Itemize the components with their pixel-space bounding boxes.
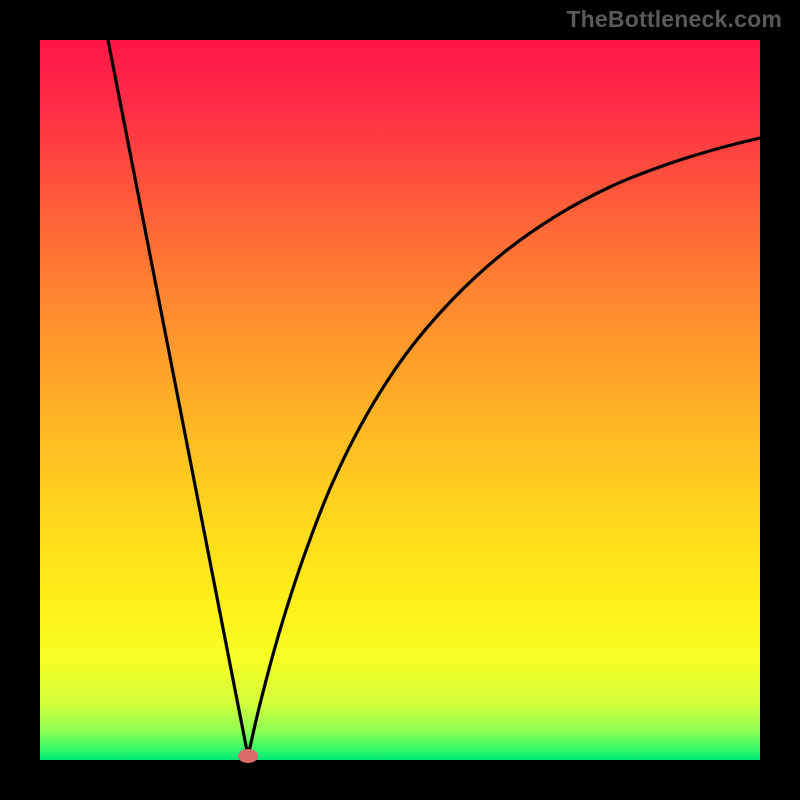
minimum-marker <box>238 749 258 763</box>
plot-area <box>40 40 760 760</box>
watermark-text: TheBottleneck.com <box>566 6 782 33</box>
bottleneck-curve <box>40 40 760 760</box>
curve-right-branch <box>248 138 760 756</box>
curve-left-branch <box>108 40 248 756</box>
